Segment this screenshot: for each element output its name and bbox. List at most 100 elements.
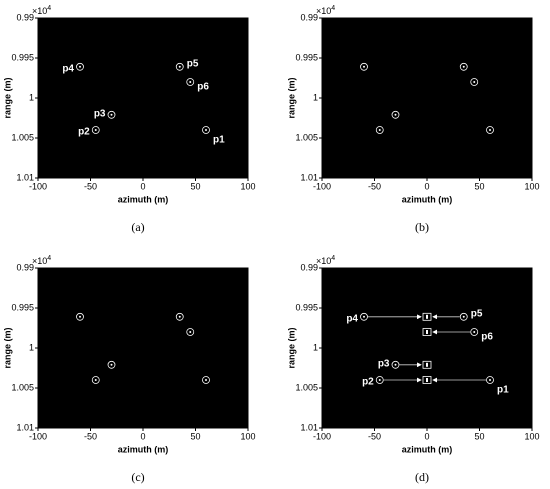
target-marker [422,328,432,336]
point-marker [186,328,195,336]
y-offset-base: ×10 [316,6,331,16]
point-marker [375,376,384,384]
x-tick-label: 50 [190,181,200,191]
y-offset-base: ×10 [316,256,331,266]
point-label: p1 [497,385,509,396]
point-label: p5 [187,58,199,69]
plot-area [37,17,249,179]
point-marker [360,312,368,321]
point-dot [205,379,207,381]
point-marker [175,62,184,71]
y-offset-base: ×10 [32,6,47,16]
point-dot [378,129,381,131]
point-dot [94,379,97,381]
point-dot [178,315,181,318]
point-label: p1 [213,135,225,146]
y-offset-exponent: 4 [331,5,335,12]
y-offset-label: ×104 [316,5,335,17]
y-axis-label: range (m) [286,327,296,368]
x-tick-label: -50 [84,181,97,191]
caption: (b) [415,220,429,234]
point-marker [486,126,494,134]
y-axis-label: range (m) [2,77,12,118]
x-axis-label: azimuth (m) [402,444,453,454]
x-tick-label: 50 [190,431,200,441]
point-dot [462,315,465,318]
x-tick-label: 0 [424,181,429,191]
point-marker [470,328,479,336]
y-offset-exponent: 4 [331,255,335,262]
point-marker [91,376,100,384]
y-offset-label: ×104 [316,255,335,267]
y-axis-label: range (m) [2,327,12,368]
point-marker [486,376,494,384]
point-dot [110,113,113,116]
plot-area [321,17,533,179]
y-tick-label: 0.99 [16,12,34,22]
y-tick-label: 1 [29,92,34,102]
target-marker [422,360,432,369]
point-marker [391,110,400,119]
y-tick-label: 1.005 [295,132,318,142]
point-label: p2 [362,377,374,388]
target-dot [426,330,428,334]
x-axis-label: azimuth (m) [118,444,169,454]
point-dot [94,129,97,131]
y-tick-label: 1.01 [16,172,34,182]
x-tick-label: -100 [313,181,331,191]
x-axis-label: azimuth (m) [402,194,453,204]
y-tick-label: 0.995 [11,52,34,62]
y-offset-exponent: 4 [47,255,51,262]
point-marker [459,62,468,71]
x-tick-label: 0 [140,181,145,191]
caption: (a) [131,220,144,234]
y-tick-label: 0.995 [295,52,318,62]
point-marker [202,376,210,384]
point-marker [186,78,195,86]
x-tick-label: -50 [368,181,381,191]
x-tick-label: 0 [424,431,429,441]
x-tick-label: 0 [140,431,145,441]
y-tick-label: 1.01 [16,422,34,432]
point-marker [76,312,84,321]
point-dot [79,65,81,68]
y-tick-label: 1.005 [11,132,34,142]
x-tick-label: 100 [240,431,255,441]
y-tick-label: 1.01 [300,172,318,182]
point-label: p6 [481,332,493,343]
point-marker [91,126,100,134]
y-offset-label: ×104 [32,255,51,267]
point-dot [473,331,476,333]
y-offset-exponent: 4 [47,5,51,12]
x-tick-label: -100 [29,431,47,441]
point-marker [76,62,84,71]
point-marker [175,312,184,321]
y-tick-label: 1.01 [300,422,318,432]
y-tick-label: 1.005 [295,382,318,392]
y-tick-label: 0.99 [300,12,318,22]
point-dot [205,129,207,131]
point-dot [462,65,465,68]
y-tick-label: 1 [313,92,318,102]
x-tick-label: 100 [524,431,539,441]
target-dot [426,378,428,382]
caption: (c) [131,470,144,484]
point-marker [391,360,400,369]
point-dot [394,113,397,116]
y-axis-label: range (m) [286,77,296,118]
point-label: p2 [78,127,90,138]
x-tick-label: 100 [524,181,539,191]
target-dot [426,314,428,319]
plot-area [37,267,249,429]
point-dot [189,81,192,83]
x-tick-label: -50 [84,431,97,441]
point-dot [473,81,476,83]
point-dot [363,315,365,318]
point-dot [489,129,491,131]
y-tick-label: 0.99 [16,262,34,272]
target-marker [422,376,432,384]
target-marker [422,312,432,321]
y-tick-label: 0.995 [11,302,34,312]
x-tick-label: -100 [29,181,47,191]
